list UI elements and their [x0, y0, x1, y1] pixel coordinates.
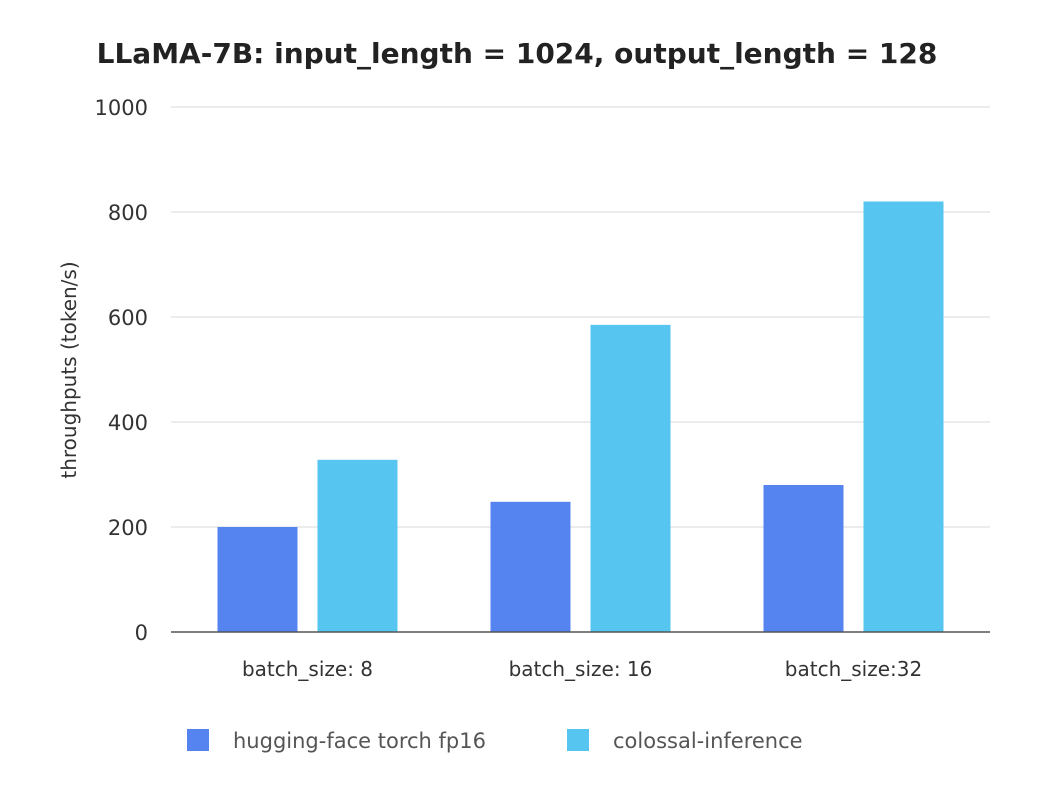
- bar-colossal-1: [590, 324, 671, 632]
- x-category-label: batch_size:32: [785, 657, 922, 681]
- y-axis-ticks: 0 200 400 600 800 1000: [95, 96, 148, 645]
- legend-label: colossal-inference: [613, 729, 803, 753]
- bar-colossal-2: [863, 201, 944, 632]
- y-tick-label: 1000: [95, 96, 148, 120]
- gridlines: [171, 106, 990, 528]
- bar-hf-torch-2: [763, 485, 844, 632]
- bar-hf-torch-1: [490, 501, 571, 632]
- y-tick-label: 400: [108, 411, 148, 435]
- x-category-label: batch_size: 16: [509, 657, 653, 681]
- legend-swatch: [567, 729, 589, 751]
- y-tick-label: 200: [108, 516, 148, 540]
- bar-hf-torch-0: [217, 527, 298, 632]
- y-tick-label: 800: [108, 201, 148, 225]
- y-axis-label: throughputs (token/s): [57, 261, 81, 478]
- legend-label: hugging-face torch fp16: [233, 729, 486, 753]
- chart-title: LLaMA-7B: input_length = 1024, output_le…: [97, 37, 938, 70]
- y-tick-label: 0: [135, 621, 148, 645]
- x-axis-categories: batch_size: 8 batch_size: 16 batch_size:32: [242, 657, 922, 681]
- x-category-label: batch_size: 8: [242, 657, 373, 681]
- bar-colossal-0: [317, 459, 398, 632]
- bars: [217, 201, 944, 632]
- legend-swatch: [187, 729, 209, 751]
- y-tick-label: 600: [108, 306, 148, 330]
- legend: hugging-face torch fp16 colossal-inferenc…: [187, 729, 803, 753]
